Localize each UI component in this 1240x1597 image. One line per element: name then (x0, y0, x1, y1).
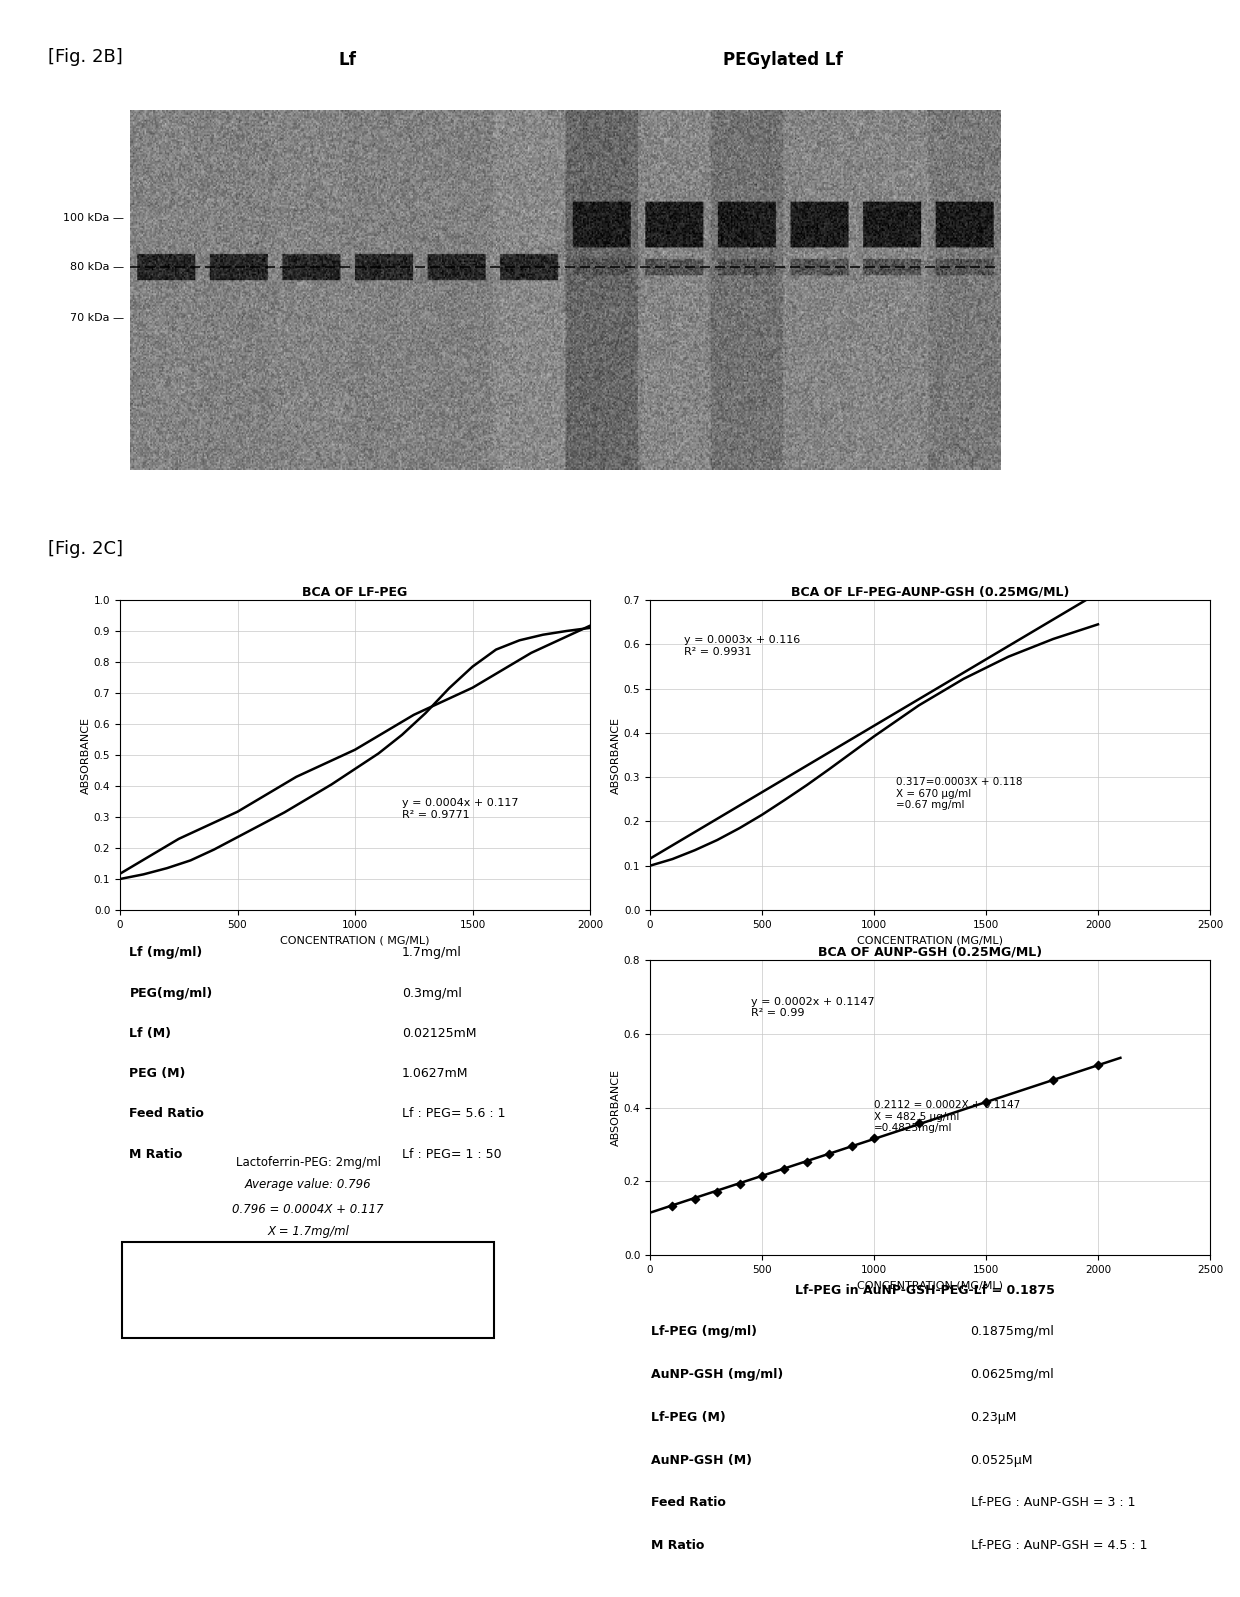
Text: 0.2112 = 0.0002X + 0.1147
X = 482.5 μg/ml
=0.4825mg/ml: 0.2112 = 0.0002X + 0.1147 X = 482.5 μg/m… (874, 1100, 1021, 1134)
Title: BCA OF LF-PEG-AUNP-GSH (0.25MG/ML): BCA OF LF-PEG-AUNP-GSH (0.25MG/ML) (791, 586, 1069, 599)
Text: PEG (M): PEG (M) (129, 1067, 186, 1080)
Point (976, 1089, 996, 1115)
Text: Lf-PEG (mg/ml): Lf-PEG (mg/ml) (651, 1326, 758, 1338)
Text: M Ratio: M Ratio (129, 1148, 182, 1161)
Point (1043, 1067, 1063, 1092)
Text: Lf: Lf (339, 51, 356, 69)
Text: AuNP-GSH (mg/ml): AuNP-GSH (mg/ml) (651, 1369, 784, 1381)
Text: X = 1.7mg/ml: X = 1.7mg/ml (267, 1225, 348, 1238)
Text: 70 kDa —: 70 kDa — (69, 313, 124, 323)
Text: AuNP-GSH (M): AuNP-GSH (M) (651, 1453, 753, 1466)
Text: PEG(mg/ml): PEG(mg/ml) (129, 987, 212, 1000)
Text: 0.0525μM: 0.0525μM (971, 1453, 1033, 1466)
Title: BCA OF LF-PEG: BCA OF LF-PEG (303, 586, 408, 599)
Point (729, 1172, 749, 1198)
Text: Feed Ratio: Feed Ratio (129, 1107, 205, 1121)
Text: 1.0627mM: 1.0627mM (402, 1067, 469, 1080)
Text: Lf (mg/ml): Lf (mg/ml) (129, 945, 202, 960)
Text: 0.796 = 0.0004X + 0.117: 0.796 = 0.0004X + 0.117 (232, 1203, 383, 1215)
Text: 0.1875mg/ml: 0.1875mg/ml (971, 1326, 1054, 1338)
Text: Lf-PEG : AuNP-GSH = 4.5 : 1: Lf-PEG : AuNP-GSH = 4.5 : 1 (971, 1540, 1147, 1552)
X-axis label: CONCENTRATION ( MG/ML): CONCENTRATION ( MG/ML) (280, 936, 430, 945)
Text: 80 kDa —: 80 kDa — (69, 262, 124, 271)
Text: Lf (M): Lf (M) (129, 1027, 171, 1040)
Point (662, 1193, 682, 1219)
Text: 0.0625mg/ml: 0.0625mg/ml (971, 1369, 1054, 1381)
Y-axis label: ABSORBANCE: ABSORBANCE (611, 1068, 621, 1147)
Y-axis label: ABSORBANCE: ABSORBANCE (81, 717, 91, 794)
X-axis label: CONCENTRATION (MG/ML): CONCENTRATION (MG/ML) (857, 936, 1003, 945)
Title: BCA OF AUNP-GSH (0.25MG/ML): BCA OF AUNP-GSH (0.25MG/ML) (818, 945, 1042, 958)
Text: Lf-PEG : AuNP-GSH = 3 : 1: Lf-PEG : AuNP-GSH = 3 : 1 (971, 1496, 1135, 1509)
Text: Lf-PEG in AuNP-GSH-PEG-Lf = 0.1875: Lf-PEG in AuNP-GSH-PEG-Lf = 0.1875 (795, 1284, 1055, 1297)
Text: Average value: 0.796: Average value: 0.796 (244, 1179, 371, 1191)
Point (707, 1179, 727, 1204)
Text: y = 0.0004x + 0.117
R² = 0.9771: y = 0.0004x + 0.117 R² = 0.9771 (402, 798, 518, 819)
FancyBboxPatch shape (123, 1242, 494, 1338)
Point (820, 1140, 839, 1166)
Text: 0.02125mM: 0.02125mM (402, 1027, 476, 1040)
Text: M Ratio: M Ratio (651, 1540, 704, 1552)
X-axis label: CONCENTRATION (MG/ML): CONCENTRATION (MG/ML) (857, 1281, 1003, 1290)
Text: Lf : PEG= 5.6 : 1: Lf : PEG= 5.6 : 1 (402, 1107, 506, 1121)
Text: Feed Ratio: Feed Ratio (651, 1496, 727, 1509)
Text: 100 kDa —: 100 kDa — (63, 212, 124, 224)
Point (753, 1163, 773, 1188)
Point (842, 1134, 862, 1159)
Point (909, 1110, 929, 1135)
Text: Lf : PEG= 1 : 50: Lf : PEG= 1 : 50 (402, 1148, 502, 1161)
Text: Lactoferrin-PEG: 2mg/ml: Lactoferrin-PEG: 2mg/ml (236, 1156, 381, 1169)
Text: PEGylated Lf: PEGylated Lf (723, 51, 842, 69)
Text: [Fig. 2C]: [Fig. 2C] (48, 540, 123, 557)
Text: [Fig. 2B]: [Fig. 2B] (48, 48, 123, 65)
Y-axis label: ABSORBANCE: ABSORBANCE (611, 717, 621, 794)
Text: 1.7mg/ml: 1.7mg/ml (402, 945, 461, 960)
Text: y = 0.0002x + 0.1147
R² = 0.99: y = 0.0002x + 0.1147 R² = 0.99 (750, 997, 874, 1019)
Text: Lf-PEG (M): Lf-PEG (M) (651, 1410, 727, 1425)
Point (775, 1156, 795, 1182)
Point (864, 1124, 884, 1150)
Text: 0.23μM: 0.23μM (971, 1410, 1017, 1425)
Point (797, 1150, 817, 1175)
Point (684, 1187, 704, 1212)
Text: 0.3mg/ml: 0.3mg/ml (402, 987, 461, 1000)
Text: 0.317=0.0003X + 0.118
X = 670 μg/ml
=0.67 mg/ml: 0.317=0.0003X + 0.118 X = 670 μg/ml =0.6… (897, 778, 1023, 810)
Text: y = 0.0003x + 0.116
R² = 0.9931: y = 0.0003x + 0.116 R² = 0.9931 (683, 636, 800, 656)
Point (1087, 1052, 1107, 1078)
